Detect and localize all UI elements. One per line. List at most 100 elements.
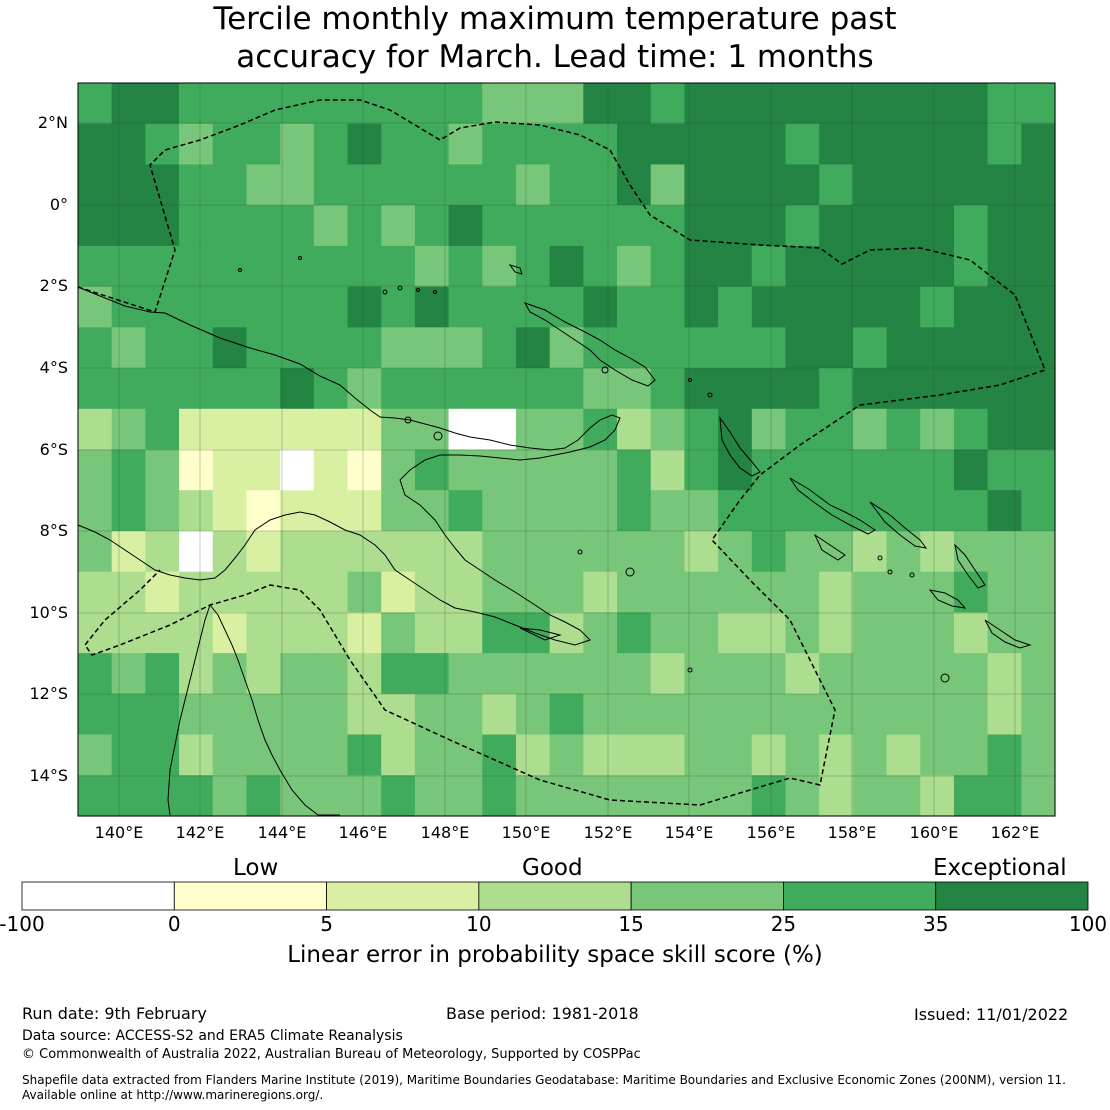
grid-cell (819, 775, 854, 817)
grid-cell (650, 164, 686, 206)
grid-cell (145, 123, 180, 166)
grid-cell (684, 327, 719, 369)
grid-cell (381, 327, 416, 369)
grid-cell (179, 245, 214, 288)
grid-cell (751, 286, 787, 328)
run-date: Run date: 9th February (22, 1004, 207, 1023)
grid-cell (852, 327, 888, 369)
colorbar-tick-label: 0 (167, 912, 181, 936)
grid-cell (78, 653, 113, 695)
grid-cell (111, 734, 146, 776)
grid-cell (1021, 775, 1056, 817)
grid-cell (381, 775, 416, 817)
grid-cell (482, 571, 517, 613)
grid-cell (212, 205, 248, 247)
grid-cell (953, 205, 989, 247)
grid-cell (313, 408, 349, 451)
grid-cell (852, 449, 888, 491)
grid-cell (549, 612, 584, 654)
grid-cell (684, 83, 719, 125)
grid-cell (414, 205, 450, 247)
grid-cell (179, 327, 214, 369)
grid-cell (313, 653, 349, 695)
grid-cell (583, 571, 618, 613)
grid-cell (953, 327, 989, 369)
grid-cell (684, 408, 719, 451)
grid-cell (886, 286, 921, 328)
grid-cell (549, 83, 584, 125)
grid-cell (684, 449, 719, 491)
grid-cell (179, 164, 214, 206)
grid-cell (650, 775, 686, 817)
grid-cell (583, 775, 618, 817)
grid-cell (145, 653, 180, 695)
grid-cell (583, 612, 618, 654)
grid-cell (145, 449, 180, 491)
grid-cell (179, 83, 214, 125)
grid-cell (111, 449, 146, 491)
grid-cell (920, 327, 955, 369)
grid-cell (953, 245, 989, 288)
grid-cell (785, 571, 820, 613)
grid-cell (381, 368, 416, 410)
longitude-label: 140°E (94, 823, 144, 842)
grid-cell (347, 408, 382, 451)
grid-cell (111, 530, 146, 573)
grid-cell (852, 123, 888, 166)
grid-cell (852, 693, 888, 736)
grid-cell (650, 571, 686, 613)
grid-cell (583, 286, 618, 328)
grid-cell (347, 734, 382, 776)
latitude-label: 0° (49, 195, 68, 214)
grid-cell (246, 571, 281, 613)
grid-cell (751, 83, 787, 125)
grid-cell (617, 571, 652, 613)
grid-cell (111, 571, 146, 613)
grid-cell (179, 490, 214, 532)
grid-cell (852, 571, 888, 613)
shapefile-credit-2: Available online at http://www.marinereg… (22, 1088, 324, 1102)
longitude-label: 142°E (175, 823, 225, 842)
grid-cell (414, 327, 450, 369)
grid-cell (785, 449, 820, 491)
grid-cell (751, 530, 787, 573)
grid-cell (482, 653, 517, 695)
grid-cell (583, 245, 618, 288)
grid-cell (414, 164, 450, 206)
grid-cell (78, 164, 113, 206)
grid-cell (448, 368, 483, 410)
latitude-label: 2°S (39, 276, 68, 295)
grid-cell (987, 123, 1022, 166)
grid-cell (718, 123, 753, 166)
grid-cell (617, 83, 652, 125)
grid-cell (381, 693, 416, 736)
grid-cell (953, 775, 989, 817)
grid-cell (414, 571, 450, 613)
colorbar-tick-label: 100 (1068, 912, 1108, 936)
grid-cell (650, 408, 686, 451)
grid-cell (145, 368, 180, 410)
grid-cell (179, 449, 214, 491)
grid-cell (414, 245, 450, 288)
grid-cell (111, 408, 146, 451)
grid-cell (179, 408, 214, 451)
grid-cell (886, 205, 921, 247)
grid-cell (684, 653, 719, 695)
grid-cell (785, 205, 820, 247)
grid-cell (448, 408, 483, 451)
grid-cell (280, 245, 315, 288)
colorbar-segment (630, 881, 784, 911)
grid-cell (111, 123, 146, 166)
grid-cell (920, 449, 955, 491)
grid-cell (819, 734, 854, 776)
grid-cell (684, 490, 719, 532)
grid-cell (920, 368, 955, 410)
grid-cell (920, 775, 955, 817)
category-good: Good (522, 855, 583, 881)
grid-cell (785, 530, 820, 573)
grid-cell (482, 530, 517, 573)
grid-cell (987, 449, 1022, 491)
grid-cell (819, 490, 854, 532)
grid-cell (751, 164, 787, 206)
grid-cell (78, 408, 113, 451)
